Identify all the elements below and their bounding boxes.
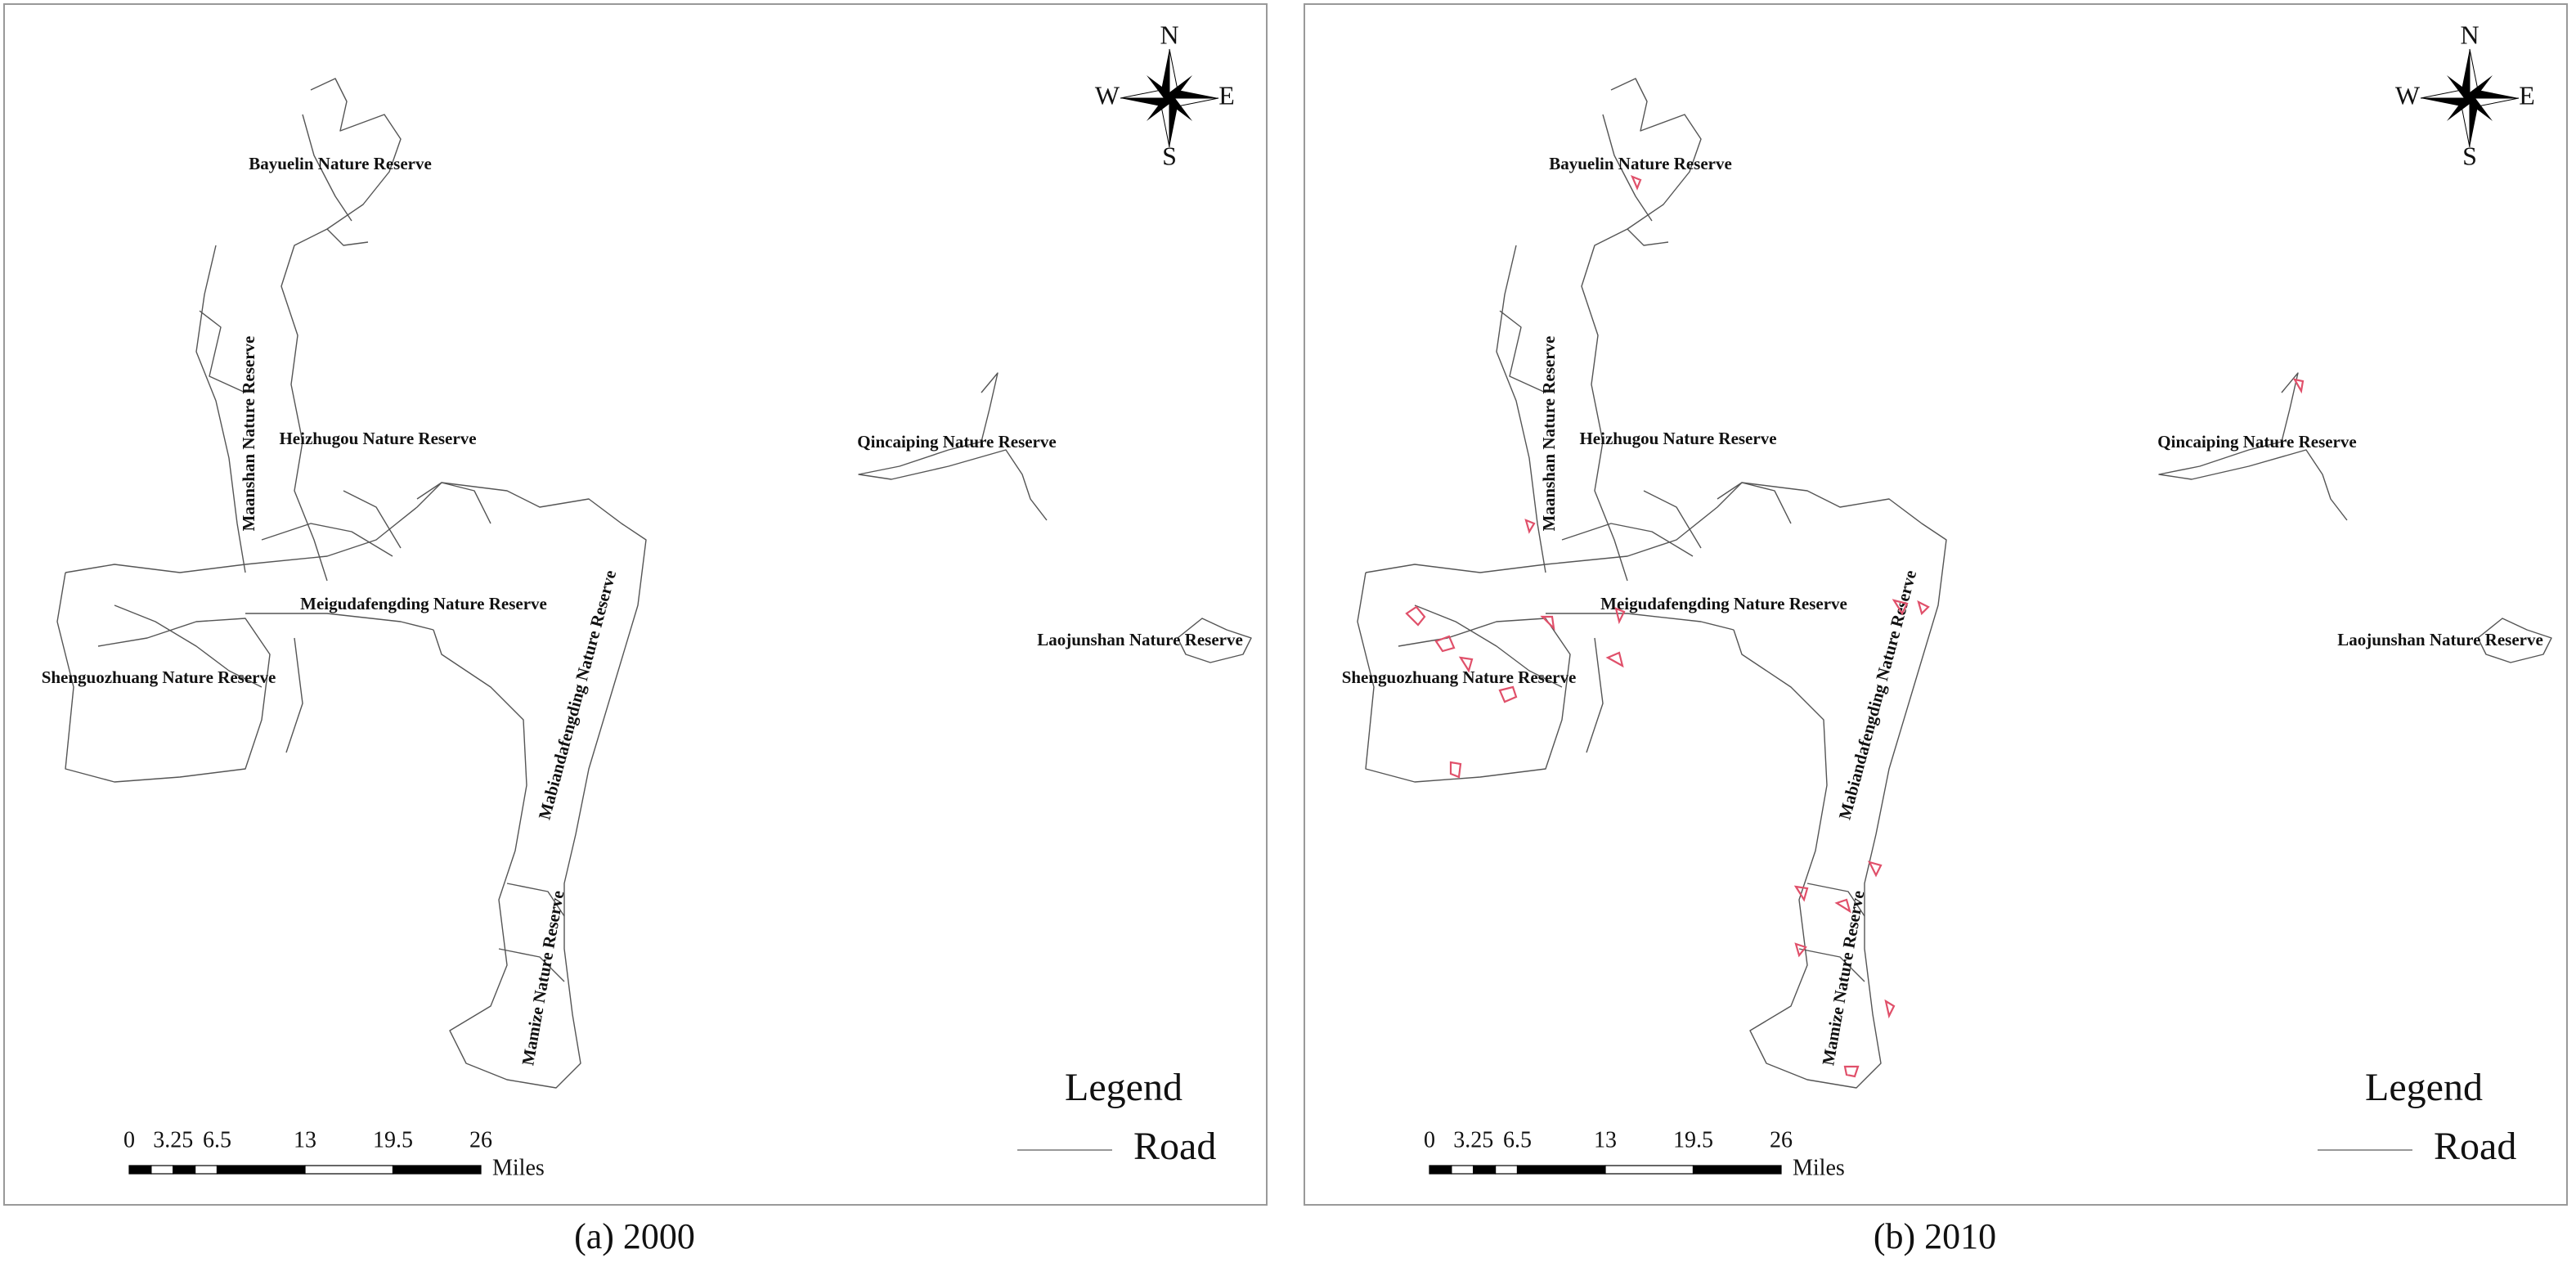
compass-rose <box>1120 48 1219 148</box>
reserve-label: Maanshan Nature Reserve <box>1539 336 1559 532</box>
scale-label: 26 <box>1770 1127 1793 1152</box>
reserve-label: Meigudafengding Nature Reserve <box>300 594 547 613</box>
reserve-label: Qincaiping Nature Reserve <box>2157 432 2356 452</box>
scale-segment <box>1473 1165 1497 1175</box>
legend-title: Legend <box>2365 1066 2483 1109</box>
reserve-label: Bayuelin Nature Reserve <box>249 154 432 173</box>
reserve-label: Heizhugou Nature Reserve <box>279 429 476 448</box>
reserve-label: Maanshan Nature Reserve <box>239 336 258 532</box>
reserve-label: Shenguozhuang Nature Reserve <box>1342 667 1577 687</box>
panel-caption: (b) 2010 <box>1874 1216 1996 1256</box>
scale-label: 6.5 <box>1503 1127 1532 1152</box>
reserve-label: Shenguozhuang Nature Reserve <box>42 667 276 687</box>
reserve-label: Mabiandafengding Nature Reserve <box>535 568 621 821</box>
legend-item: Road <box>2434 1125 2516 1168</box>
reserve-label: Qincaiping Nature Reserve <box>857 432 1056 452</box>
reserve-label: Laojunshan Nature Reserve <box>2337 630 2543 649</box>
road-network <box>1357 78 2552 1089</box>
compass-west: W <box>1095 80 1120 110</box>
compass-east: E <box>1218 80 1235 110</box>
scale-segment <box>1604 1165 1694 1175</box>
compass-west: W <box>2395 80 2421 110</box>
scale-label: 3.25 <box>153 1127 193 1152</box>
scale-segment <box>392 1165 482 1175</box>
road-network <box>56 78 1252 1089</box>
reserve-label: Heizhugou Nature Reserve <box>1579 429 1776 448</box>
scale-label: 0 <box>1424 1127 1435 1152</box>
scale-label: 3.25 <box>1453 1127 1493 1152</box>
scale-label: 13 <box>294 1127 316 1152</box>
reserve-label: Bayuelin Nature Reserve <box>1549 154 1732 173</box>
compass-south: S <box>1162 141 1177 170</box>
change-patches <box>1405 174 2304 1078</box>
compass-north: N <box>2460 20 2479 49</box>
scale-segment <box>304 1165 394 1175</box>
scale-segment <box>150 1165 174 1175</box>
panel-frame <box>3 3 1268 1206</box>
scale-segment <box>173 1165 196 1175</box>
reserve-label: Laojunshan Nature Reserve <box>1037 630 1243 649</box>
scale-segment <box>1692 1165 1782 1175</box>
scale-label: 19.5 <box>1673 1127 1713 1152</box>
compass-north: N <box>1160 20 1178 49</box>
scale-segment <box>195 1165 218 1175</box>
scale-label: 26 <box>469 1127 492 1152</box>
scale-unit: Miles <box>492 1155 545 1180</box>
scale-unit: Miles <box>1793 1155 1845 1180</box>
scale-label: 13 <box>1594 1127 1617 1152</box>
map-panel: Bayuelin Nature Reserve Maanshan Nature R… <box>3 3 1268 1256</box>
scale-segment <box>1516 1165 1606 1175</box>
scale-label: 6.5 <box>203 1127 231 1152</box>
panel-frame <box>1304 3 2568 1206</box>
scale-label: 0 <box>123 1127 135 1152</box>
reserve-label: Meigudafengding Nature Reserve <box>1600 594 1847 613</box>
legend-item: Road <box>1133 1125 1216 1168</box>
compass-rose <box>2420 48 2520 148</box>
panel-caption: (a) 2000 <box>574 1216 695 1256</box>
legend-title: Legend <box>1065 1066 1183 1109</box>
map-panel: Bayuelin Nature Reserve Maanshan Nature R… <box>1304 3 2568 1256</box>
compass-south: S <box>2462 141 2477 170</box>
scale-segment <box>1495 1165 1519 1175</box>
scale-segment <box>1429 1165 1452 1175</box>
scale-label: 19.5 <box>373 1127 413 1152</box>
scale-segment <box>216 1165 306 1175</box>
scale-segment <box>1451 1165 1474 1175</box>
scale-segment <box>128 1165 152 1175</box>
compass-east: E <box>2519 80 2535 110</box>
reserve-label: Mabiandafengding Nature Reserve <box>1835 568 1921 821</box>
